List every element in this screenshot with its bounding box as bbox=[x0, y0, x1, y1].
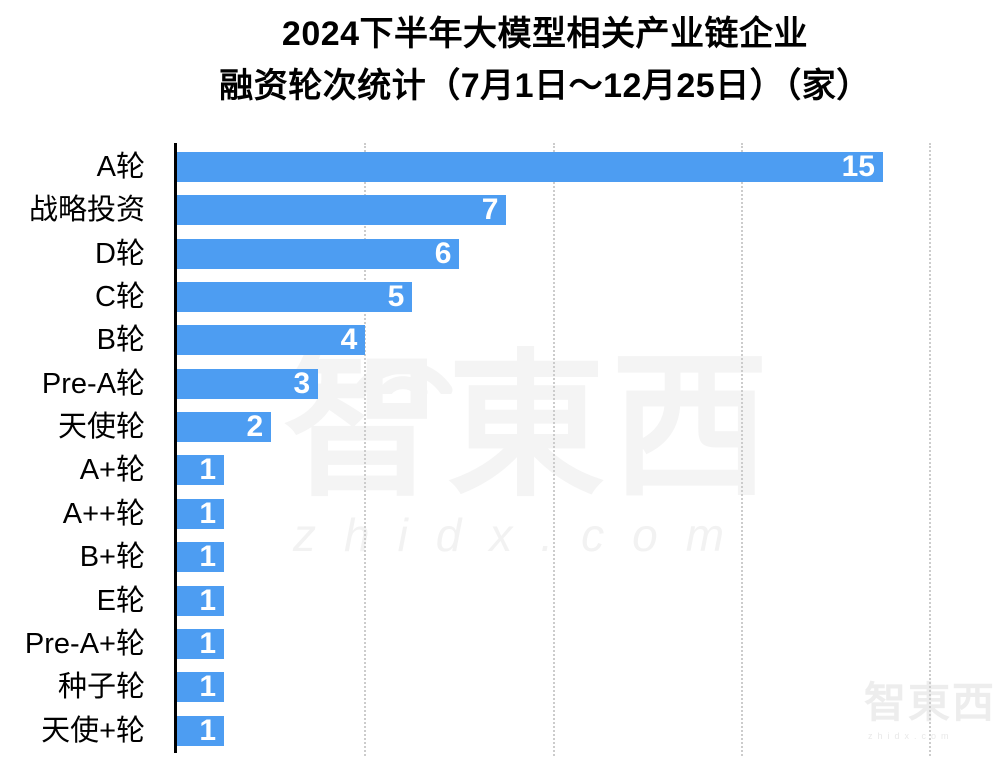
bar-value-label: 1 bbox=[199, 540, 217, 574]
bar: 6 bbox=[177, 236, 460, 270]
bar: 5 bbox=[177, 280, 413, 314]
bar: 15 bbox=[177, 152, 883, 182]
bar-value-label: 1 bbox=[199, 670, 217, 704]
plot-area: 15 7 6 5 4 3 2 1 1 1 1 1 1 1 bbox=[174, 143, 967, 756]
category-label: D轮 bbox=[95, 237, 145, 270]
bar: 1 bbox=[177, 670, 225, 704]
x-gridline bbox=[552, 143, 555, 756]
bar-value-label: 2 bbox=[246, 410, 264, 444]
category-label: 战略投资 bbox=[28, 194, 145, 227]
bar: 3 bbox=[177, 366, 319, 400]
bar-value-label: 1 bbox=[199, 496, 217, 530]
category-label: A++轮 bbox=[62, 497, 145, 530]
bar-value-label: 4 bbox=[340, 323, 358, 357]
bar-value-label: 7 bbox=[481, 193, 499, 227]
bar-value-label: 6 bbox=[434, 236, 452, 270]
bar: 1 bbox=[177, 713, 225, 747]
bar: 1 bbox=[177, 626, 225, 660]
category-label: Pre-A+轮 bbox=[24, 627, 145, 660]
watermark-corner-url-text: zhidx.com bbox=[868, 731, 954, 741]
bar-value-label: 5 bbox=[387, 280, 405, 314]
chart-title: 2024下半年大模型相关产业链企业 融资轮次统计（7月1日～12月25日）（家） bbox=[90, 8, 1000, 112]
category-label: C轮 bbox=[95, 281, 145, 314]
category-label: 天使+轮 bbox=[41, 714, 145, 747]
category-label: A轮 bbox=[96, 151, 145, 183]
category-label: E轮 bbox=[96, 584, 145, 617]
bar-value-label: 1 bbox=[199, 453, 217, 487]
signal-arcs-icon bbox=[353, 360, 453, 394]
category-label: A+轮 bbox=[79, 454, 145, 487]
category-label: B轮 bbox=[96, 324, 145, 357]
category-label: Pre-A轮 bbox=[41, 367, 145, 400]
y-axis-line bbox=[174, 143, 177, 753]
bar: 7 bbox=[177, 193, 507, 227]
x-gridline bbox=[929, 143, 931, 756]
bar-value-label: 3 bbox=[293, 366, 311, 400]
bar: 1 bbox=[177, 583, 225, 617]
x-gridline bbox=[740, 143, 743, 756]
bar: 1 bbox=[177, 540, 225, 574]
category-label: 种子轮 bbox=[57, 671, 145, 704]
bar: 1 bbox=[177, 496, 225, 530]
bar: 2 bbox=[177, 410, 272, 444]
x-gridline bbox=[364, 143, 367, 756]
bar-value-label: 1 bbox=[199, 713, 217, 747]
chart-title-line2: 融资轮次统计（7月1日～12月25日）（家） bbox=[219, 67, 871, 105]
bar-value-label: 1 bbox=[199, 626, 217, 660]
category-label: B+轮 bbox=[79, 541, 145, 574]
bar: 1 bbox=[177, 453, 225, 487]
category-labels-column: A轮战略投资 D轮 C轮 B轮 Pre-A轮天使轮 A+轮 A++轮 B+轮 E轮 Pre-A+轮… bbox=[0, 143, 145, 756]
bar-value-label: 15 bbox=[841, 150, 875, 183]
watermark-logo-text: 智東西 bbox=[283, 339, 775, 515]
chart-title-line1: 2024下半年大模型相关产业链企业 bbox=[281, 15, 809, 53]
category-label: 天使轮 bbox=[57, 411, 145, 444]
bar-value-label: 1 bbox=[199, 583, 217, 617]
bar: 4 bbox=[177, 323, 366, 357]
